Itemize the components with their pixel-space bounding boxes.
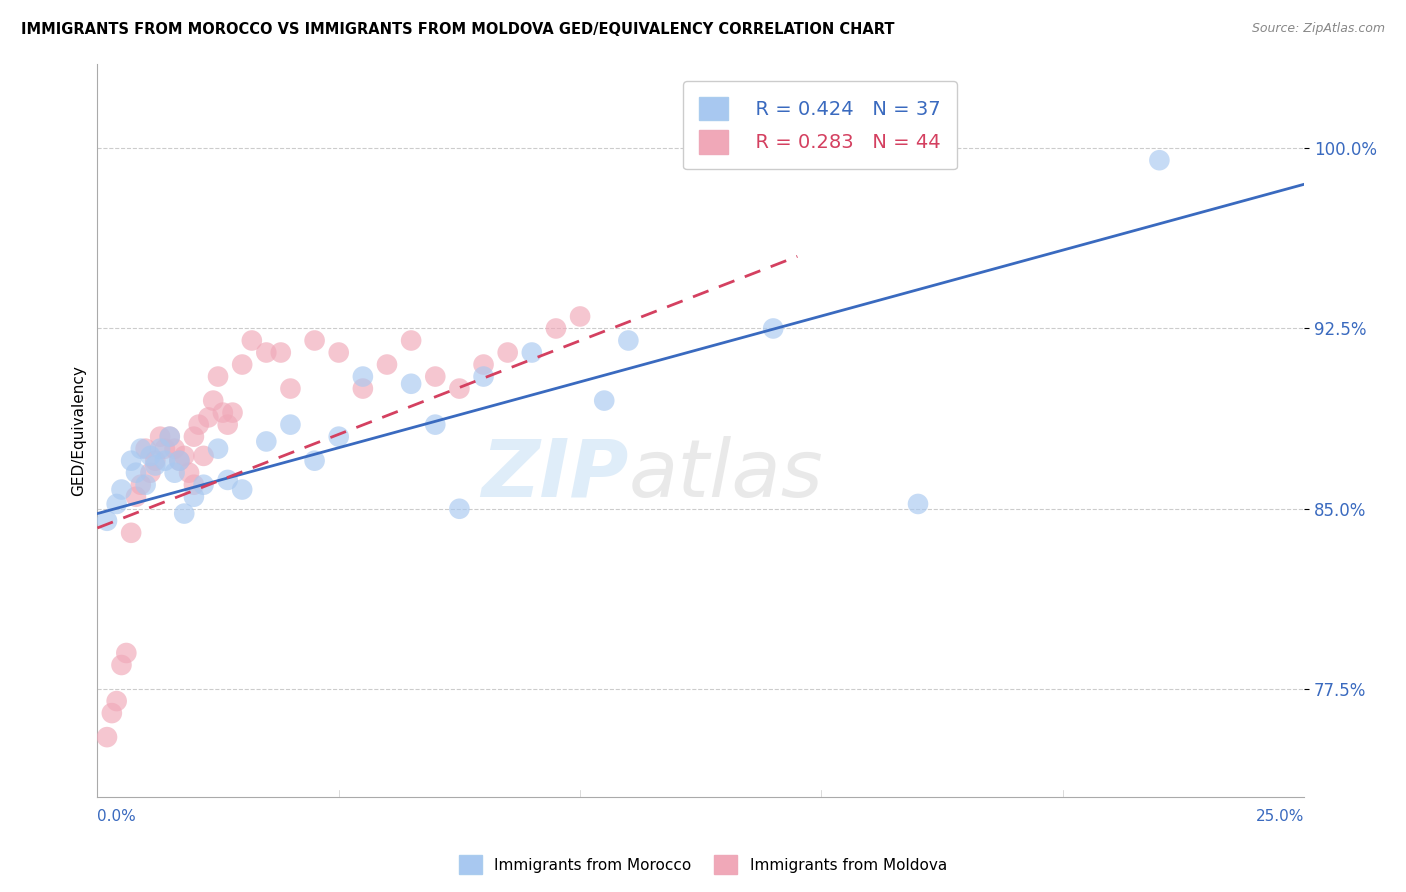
Point [231, 358, 253, 372]
Point [163, 442, 186, 456]
Point [593, 393, 616, 408]
Point [240, 334, 263, 348]
Point [183, 477, 205, 491]
Point [352, 382, 374, 396]
Point [449, 382, 471, 396]
Point [270, 345, 292, 359]
Point [110, 483, 132, 497]
Point [304, 334, 326, 348]
Point [1149, 153, 1171, 168]
Point [617, 334, 640, 348]
Point [173, 507, 195, 521]
Point [217, 473, 239, 487]
Point [125, 466, 148, 480]
Point [139, 466, 162, 480]
Point [153, 442, 176, 456]
Point [153, 453, 176, 467]
Point [169, 453, 191, 467]
Point [105, 694, 128, 708]
Text: IMMIGRANTS FROM MOROCCO VS IMMIGRANTS FROM MOLDOVA GED/EQUIVALENCY CORRELATION C: IMMIGRANTS FROM MOROCCO VS IMMIGRANTS FR… [21, 22, 894, 37]
Point [304, 453, 326, 467]
Point [105, 497, 128, 511]
Point [425, 417, 447, 432]
Point [328, 345, 350, 359]
Point [115, 646, 138, 660]
Point [352, 369, 374, 384]
Text: ZIP: ZIP [481, 435, 628, 514]
Point [544, 321, 567, 335]
Point [129, 442, 152, 456]
Point [399, 376, 422, 391]
Point [399, 334, 422, 348]
Point [163, 466, 186, 480]
Text: atlas: atlas [628, 435, 823, 514]
Legend:   R = 0.424   N = 37,   R = 0.283   N = 44: R = 0.424 N = 37, R = 0.283 N = 44 [683, 81, 956, 169]
Point [143, 453, 166, 467]
Point [472, 369, 495, 384]
Text: 0.0%: 0.0% [97, 809, 136, 824]
Point [907, 497, 929, 511]
Point [96, 514, 118, 528]
Y-axis label: GED/Equivalency: GED/Equivalency [72, 365, 86, 496]
Point [197, 410, 219, 425]
Point [139, 449, 162, 463]
Text: 25.0%: 25.0% [1256, 809, 1305, 824]
Point [193, 477, 215, 491]
Point [449, 501, 471, 516]
Point [254, 434, 277, 449]
Point [231, 483, 253, 497]
Point [183, 430, 205, 444]
Point [125, 490, 148, 504]
Point [425, 369, 447, 384]
Point [96, 730, 118, 744]
Point [254, 345, 277, 359]
Point [177, 466, 200, 480]
Point [183, 490, 205, 504]
Point [280, 417, 302, 432]
Point [120, 525, 142, 540]
Point [212, 406, 235, 420]
Point [217, 417, 239, 432]
Point [280, 382, 302, 396]
Text: Source: ZipAtlas.com: Source: ZipAtlas.com [1251, 22, 1385, 36]
Point [159, 430, 181, 444]
Point [120, 453, 142, 467]
Point [221, 406, 243, 420]
Point [149, 442, 172, 456]
Point [762, 321, 785, 335]
Point [207, 369, 229, 384]
Point [169, 453, 191, 467]
Point [193, 449, 215, 463]
Point [328, 430, 350, 444]
Point [496, 345, 519, 359]
Point [110, 658, 132, 673]
Point [375, 358, 398, 372]
Point [149, 430, 172, 444]
Point [472, 358, 495, 372]
Point [202, 393, 225, 408]
Point [143, 458, 166, 473]
Point [101, 706, 124, 720]
Point [173, 449, 195, 463]
Legend: Immigrants from Morocco, Immigrants from Moldova: Immigrants from Morocco, Immigrants from… [453, 849, 953, 880]
Point [135, 477, 157, 491]
Point [187, 417, 209, 432]
Point [135, 442, 157, 456]
Point [520, 345, 543, 359]
Point [569, 310, 592, 324]
Point [159, 430, 181, 444]
Point [207, 442, 229, 456]
Point [129, 477, 152, 491]
